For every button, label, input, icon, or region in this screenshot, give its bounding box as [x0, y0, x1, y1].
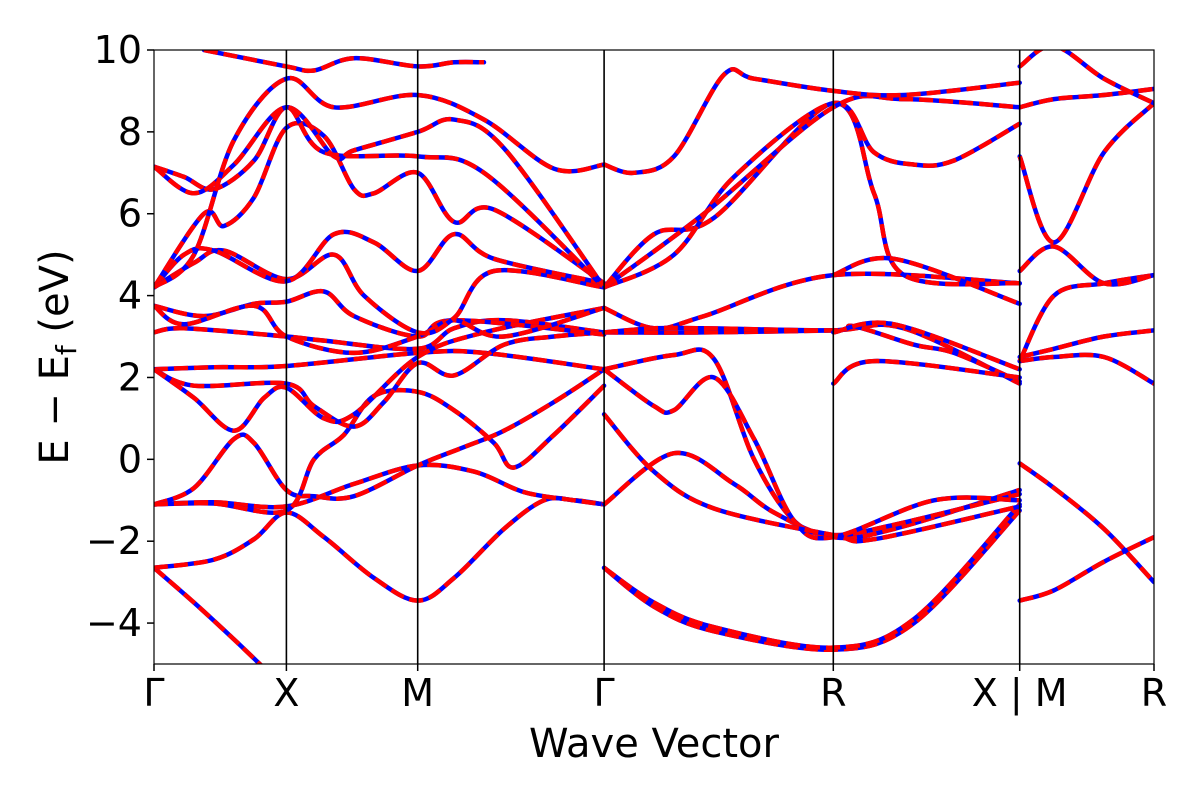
band-line-red	[154, 495, 605, 603]
x-axis: Γ X M Γ R X | M R	[143, 664, 1167, 716]
band-line-red	[154, 348, 605, 372]
band-line-red	[603, 67, 1020, 176]
band-line-red	[831, 358, 1020, 386]
x-tick-label: X	[273, 671, 299, 715]
band-line-red	[154, 229, 605, 289]
x-tick-label: R	[1141, 671, 1167, 715]
x-tick-label: Γ	[143, 671, 164, 715]
band-line-red	[154, 305, 605, 433]
band-line-red	[832, 320, 1021, 372]
band-line-red	[203, 50, 485, 74]
x-tick-label: Γ	[594, 671, 615, 715]
y-tick-label: 8	[118, 110, 142, 154]
band-line-red	[1019, 535, 1154, 603]
band-line-red	[154, 105, 606, 290]
band-line-red	[1017, 101, 1154, 245]
y-tick-label: 2	[118, 355, 142, 399]
band-line-red	[1018, 461, 1154, 584]
y-tick-label: −4	[86, 601, 142, 645]
y-axis: −4 −2 0 2 4 6 8 10	[86, 28, 154, 645]
y-tick-label: 0	[118, 437, 142, 481]
band-line-red	[154, 566, 263, 664]
band-line-red	[154, 317, 605, 352]
band-line-red	[154, 120, 606, 289]
y-axis-title-sub: f	[50, 344, 83, 355]
y-tick-label: −2	[86, 519, 142, 563]
band-line-red	[1019, 328, 1154, 360]
band-line-red	[832, 255, 1021, 306]
band-line-blue	[1017, 352, 1154, 386]
x-axis-title: Wave Vector	[529, 721, 780, 767]
band-line-red	[1017, 272, 1154, 363]
y-axis-title: E − Ef (eV)	[32, 249, 83, 464]
band-line-red	[602, 508, 1022, 652]
x-tick-label: R	[820, 671, 846, 715]
band-line-red	[154, 330, 605, 429]
y-axis-title-unit: (eV)	[32, 249, 78, 345]
band-line-red	[1018, 244, 1154, 287]
band-line-red	[602, 367, 1020, 541]
plot-frame	[153, 49, 1155, 665]
band-line-red	[1018, 50, 1154, 106]
band-line-red	[602, 412, 1021, 544]
x-tick-label: X | M	[972, 671, 1068, 716]
band-line-red	[603, 347, 1021, 538]
bands-layer	[154, 50, 1154, 664]
y-axis-title-main: E − E	[32, 355, 78, 465]
x-tick-label: M	[401, 671, 434, 715]
band-line-red	[602, 502, 1022, 650]
band-line-red	[602, 450, 1021, 541]
y-tick-label: 6	[118, 192, 142, 236]
y-tick-label: 10	[94, 28, 142, 72]
band-line-red	[602, 93, 1020, 290]
band-line-red	[154, 303, 605, 356]
y-tick-label: 4	[118, 274, 142, 318]
k-point-lines	[285, 50, 1021, 664]
band-line-red	[154, 75, 605, 290]
band-line-red	[154, 367, 606, 507]
